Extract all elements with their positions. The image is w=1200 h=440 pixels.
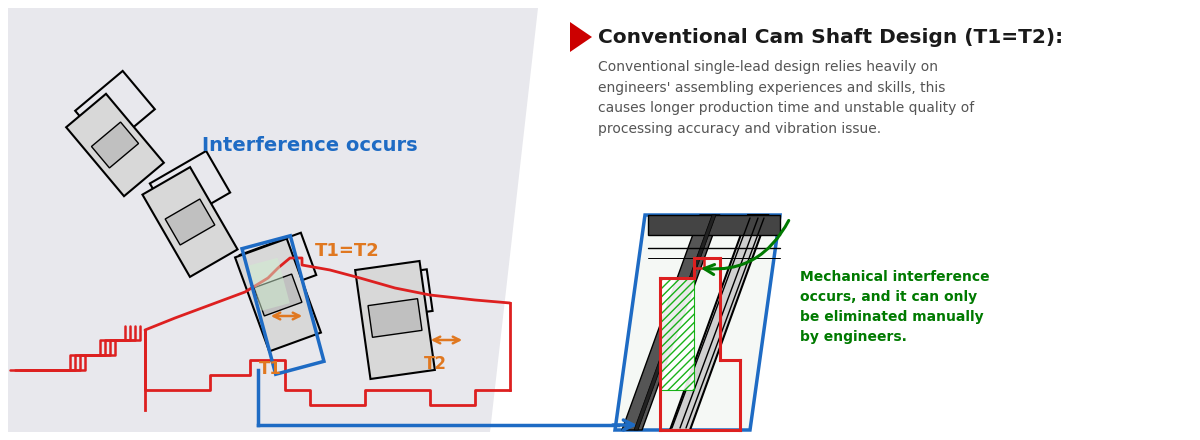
Text: T1=T2: T1=T2: [314, 242, 379, 260]
Polygon shape: [368, 299, 422, 337]
Polygon shape: [570, 22, 592, 52]
Text: Conventional single-lead design relies heavily on
engineers' assembling experien: Conventional single-lead design relies h…: [598, 60, 974, 136]
Polygon shape: [648, 215, 780, 235]
Polygon shape: [143, 167, 238, 277]
Polygon shape: [254, 274, 302, 316]
Polygon shape: [235, 238, 320, 352]
Polygon shape: [616, 215, 780, 430]
Text: T2: T2: [424, 355, 446, 373]
Polygon shape: [66, 94, 164, 196]
Polygon shape: [634, 215, 716, 430]
Polygon shape: [91, 122, 138, 168]
Polygon shape: [8, 8, 538, 432]
Text: Conventional Cam Shaft Design (T1=T2):: Conventional Cam Shaft Design (T1=T2):: [598, 27, 1063, 47]
Polygon shape: [166, 199, 215, 245]
Polygon shape: [670, 215, 768, 430]
Polygon shape: [355, 261, 434, 379]
Text: Interference occurs: Interference occurs: [202, 136, 418, 154]
FancyBboxPatch shape: [554, 0, 1200, 440]
Polygon shape: [248, 258, 289, 311]
Text: T1: T1: [258, 360, 282, 378]
Polygon shape: [660, 278, 694, 390]
Text: Mechanical interference
occurs, and it can only
be eliminated manually
by engine: Mechanical interference occurs, and it c…: [800, 270, 990, 344]
Polygon shape: [622, 215, 720, 430]
